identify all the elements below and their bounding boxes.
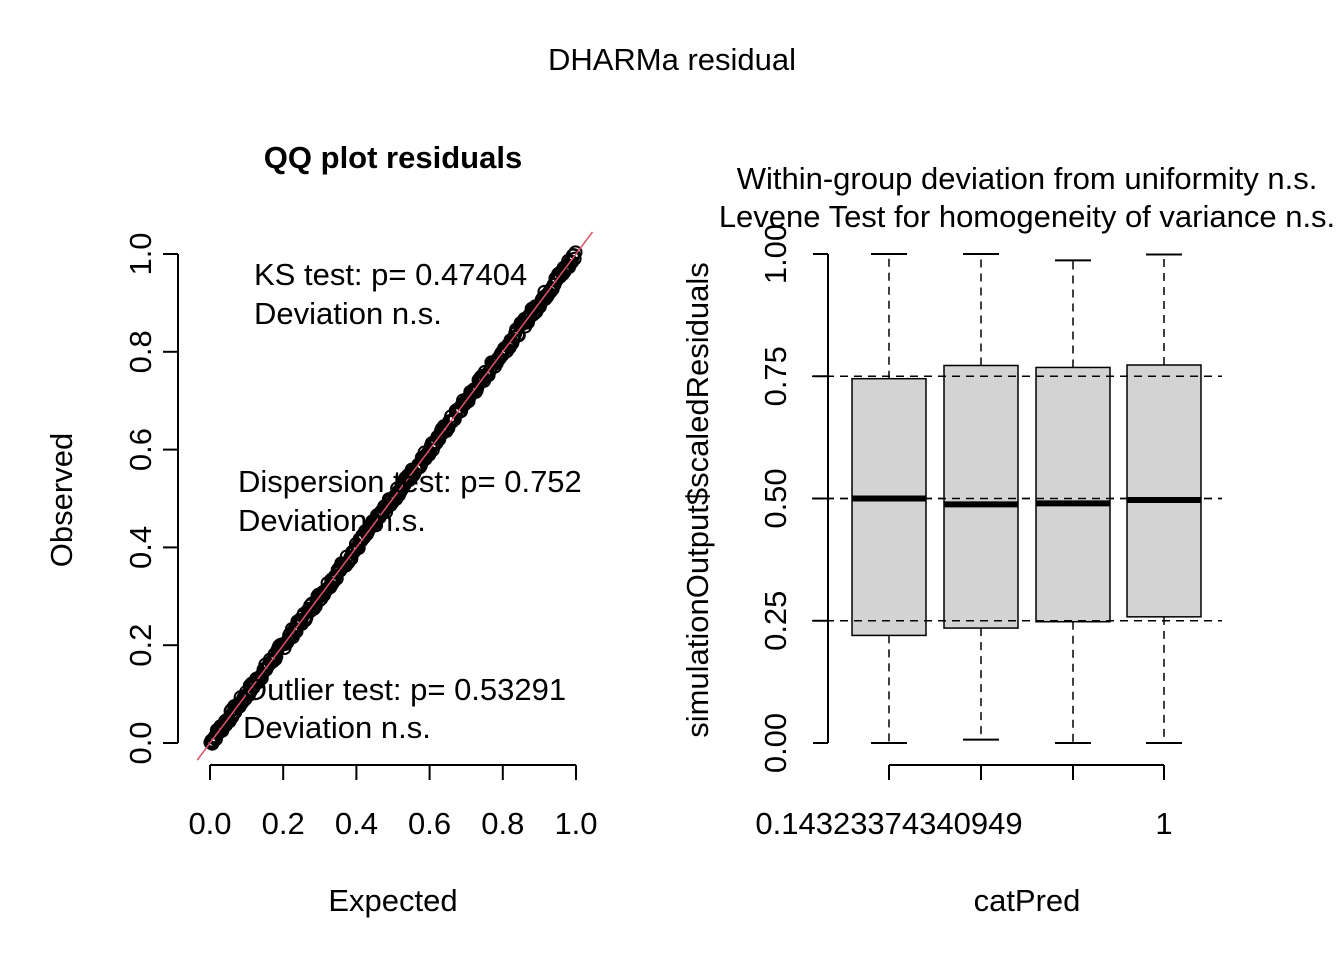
boxplot-y-tick-label: 0.50 (758, 468, 793, 528)
boxplot-y-tick-label: 1.00 (758, 224, 793, 284)
boxplot-box (1035, 366, 1111, 623)
boxplot-axes: 0.00 0.25 0.50 0.75 1.00 0.14323374340949 1 (755, 224, 1172, 841)
qq-x-tick-label: 0.2 (262, 806, 305, 841)
qq-x-tick-label: 0.0 (188, 806, 231, 841)
qq-xlabel: Expected (328, 883, 457, 918)
qq-plot-panel: QQ plot residuals 0.0 0.2 0.4 0.6 0.8 1.00.00… (44, 140, 598, 918)
boxplot-x-tick-label: 0.14323374340949 (755, 806, 1022, 841)
boxplot-x-tick-label: 1 (1155, 806, 1172, 841)
boxplot-box (1126, 364, 1202, 618)
qq-y-tick-label: 0.0 (123, 721, 158, 764)
qq-ylabel: Observed (44, 433, 79, 567)
boxplot-y-tick-label: 0.25 (758, 591, 793, 651)
boxplot-y-tick-label: 0.75 (758, 346, 793, 406)
qq-point (351, 541, 366, 556)
boxplot-box-group (943, 253, 1019, 741)
qq-annotation-deviation: Deviation n.s. (238, 503, 426, 538)
qq-point (568, 245, 583, 260)
qq-plot-title: QQ plot residuals (264, 140, 522, 175)
boxplot-box-group (1126, 253, 1202, 744)
boxplot-boxes (812, 253, 1222, 744)
qq-axes: 0.0 0.2 0.4 0.6 0.8 1.0 0.0 0.2 0.4 0.6 0.8 1.0 (123, 232, 598, 841)
boxplot-xlabel: catPred (974, 883, 1081, 918)
boxplot-y-tick-label: 0.00 (758, 713, 793, 773)
qq-point (369, 518, 384, 533)
qq-x-tick-label: 1.0 (554, 806, 597, 841)
qq-x-tick-label: 0.4 (335, 806, 378, 841)
qq-annotation-deviation: Deviation n.s. (254, 296, 442, 331)
boxplot-panel: Within-group deviation from uniformity n… (680, 161, 1335, 918)
qq-annotation-deviation: Deviation n.s. (243, 710, 431, 745)
qq-point (567, 251, 582, 266)
figure-title: DHARMa residual (548, 42, 796, 77)
qq-y-tick-label: 0.4 (123, 526, 158, 569)
boxplot-title-line2: Levene Test for homogeneity of variance … (719, 199, 1335, 234)
qq-y-tick-label: 0.8 (123, 330, 158, 373)
qq-x-tick-label: 0.8 (481, 806, 524, 841)
qq-annotation-test: KS test: p= 0.47404 (254, 257, 527, 292)
qq-y-tick-label: 0.6 (123, 428, 158, 471)
boxplot-box (851, 377, 927, 637)
qq-x-tick-label: 0.6 (408, 806, 451, 841)
qq-y-tick-label: 0.2 (123, 624, 158, 667)
qq-annotation-test: Dispersion test: p= 0.752 (238, 464, 582, 499)
boxplot-ylabel: simulationOutput$scaledResiduals (680, 262, 715, 738)
qq-reference-line (196, 231, 594, 761)
boxplot-title-line1: Within-group deviation from uniformity n… (737, 161, 1318, 196)
qq-y-tick-label: 1.0 (123, 232, 158, 275)
boxplot-box-group (851, 253, 927, 744)
qq-test-annotations: KS test: p= 0.47404 Deviation n.s. Dispers… (238, 257, 582, 745)
qq-annotation-test: Outlier test: p= 0.53291 (243, 672, 566, 707)
boxplot-box (943, 364, 1019, 629)
boxplot-box-group (1035, 259, 1111, 744)
